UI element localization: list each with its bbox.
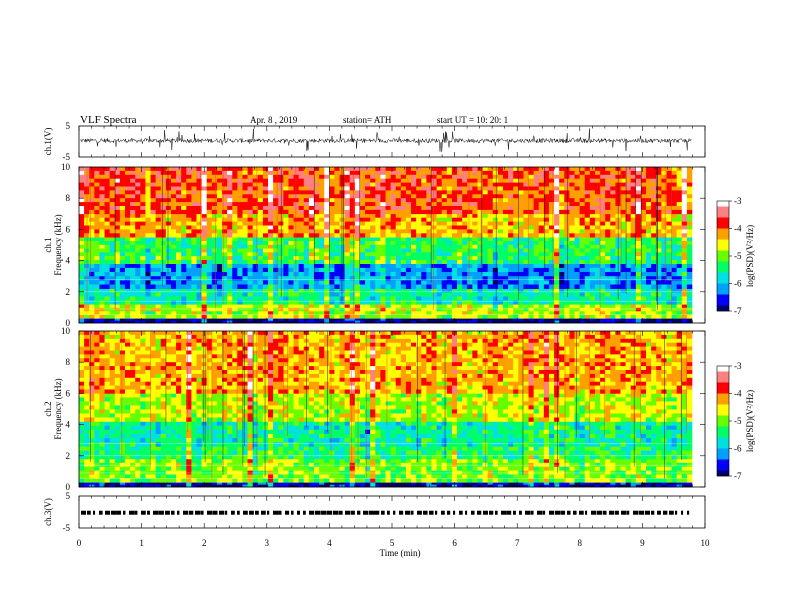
ch1-spec-ytick-label: 0 [66,318,71,328]
station-label: station= ATH [343,115,392,125]
ch2-colorbar-gradient [717,366,729,477]
x-tick-label: 10 [701,538,711,548]
ch1-spec-ylabel: ch.1Frequency (kHz) [43,214,63,275]
ch1-spectrogram-panel: 0 2 4 6 8 10 ch.1Frequency (kHz) [43,162,706,328]
ch2-colorbar: -3 -4 -5 -6 -7 log(PSD)(V²/Hz) [716,361,755,481]
x-tick-label: 0 [77,538,82,548]
ch2-colorbar-tick-label: -5 [734,416,742,426]
ch1-colorbar-label: log(PSD)(V²/Hz) [745,225,755,287]
start-time-label: start UT = 10: 20: 1 [437,115,508,125]
ch3-waveform-panel: 5 -5 ch.3(V) [43,491,706,533]
ch1-colorbar-tick-label: -6 [734,279,742,289]
x-tick-label: 1 [139,538,144,548]
ch3-ytick-label: -5 [63,523,71,533]
ch1-colorbar-tick-label: -7 [734,306,742,316]
time-axis: 0 1 2 3 4 5 6 7 8 9 10 [77,538,710,548]
ch2-spec-cells [79,331,693,488]
ch1-waveform-panel: 5 -5 ch.1(V) [43,121,706,162]
x-axis-label: Time (min) [380,548,421,558]
ch2-colorbar-label: log(PSD)(V²/Hz) [745,390,755,452]
figure-title: VLF Spectra [80,114,137,126]
ch1-waveform-line [79,128,692,153]
ch1-colorbar: -3 -4 -5 -6 -7 log(PSD)(V²/Hz) [716,196,755,316]
ch1-spec-ytick-label: 8 [66,193,71,203]
ch2-spec-ytick-label: 10 [61,326,71,336]
x-tick-label: 8 [578,538,583,548]
ch2-colorbar-tick-label: -7 [734,471,742,481]
x-tick-label: 9 [640,538,645,548]
ch2-spec-ytick-label: 6 [66,388,71,398]
ch2-spec-ytick-label: 2 [66,451,71,461]
ch2-colorbar-tick-label: -4 [734,389,742,399]
ch3-ylabel: ch.3(V) [43,498,53,526]
ch1-spec-ytick-label: 10 [61,162,71,172]
ch2-spec-ytick-label: 4 [66,420,71,430]
x-tick-label: 2 [202,538,207,548]
ch1-ytick-label: -5 [63,152,71,162]
ch2-colorbar-tick-label: -6 [734,444,742,454]
ch1-colorbar-tick-label: -3 [734,196,742,206]
x-tick-label: 7 [515,538,520,548]
ch1-spec-ytick-label: 6 [66,224,71,234]
ch2-spec-ylabel: ch.2Frequency (kHz) [43,378,63,439]
date-label: Apr. 8 , 2019 [250,115,298,125]
ch1-ytick-label: 5 [66,121,71,131]
ch1-colorbar-gradient [717,201,729,312]
ch2-spec-ytick-label: 8 [66,357,71,367]
ch2-colorbar-tick-label: -3 [734,361,742,371]
ch1-ylabel: ch.1(V) [43,128,53,156]
x-tick-label: 5 [390,538,395,548]
ch1-colorbar-tick-label: -4 [734,224,742,234]
ch3-ytick-label: 5 [66,491,71,501]
ch2-spec-ytick-label: 0 [66,482,71,492]
ch3-waveform-line [81,510,690,515]
ch1-spec-cells [79,167,693,324]
x-tick-label: 4 [327,538,332,548]
ch1-colorbar-tick-label: -5 [734,251,742,261]
x-tick-label: 3 [265,538,270,548]
ch2-spectrogram-panel: 0 2 4 6 8 10 ch.2Frequency (kHz) [43,326,706,492]
ch1-spec-ytick-label: 4 [66,256,71,266]
ch1-spec-ytick-label: 2 [66,287,71,297]
x-tick-label: 6 [452,538,457,548]
